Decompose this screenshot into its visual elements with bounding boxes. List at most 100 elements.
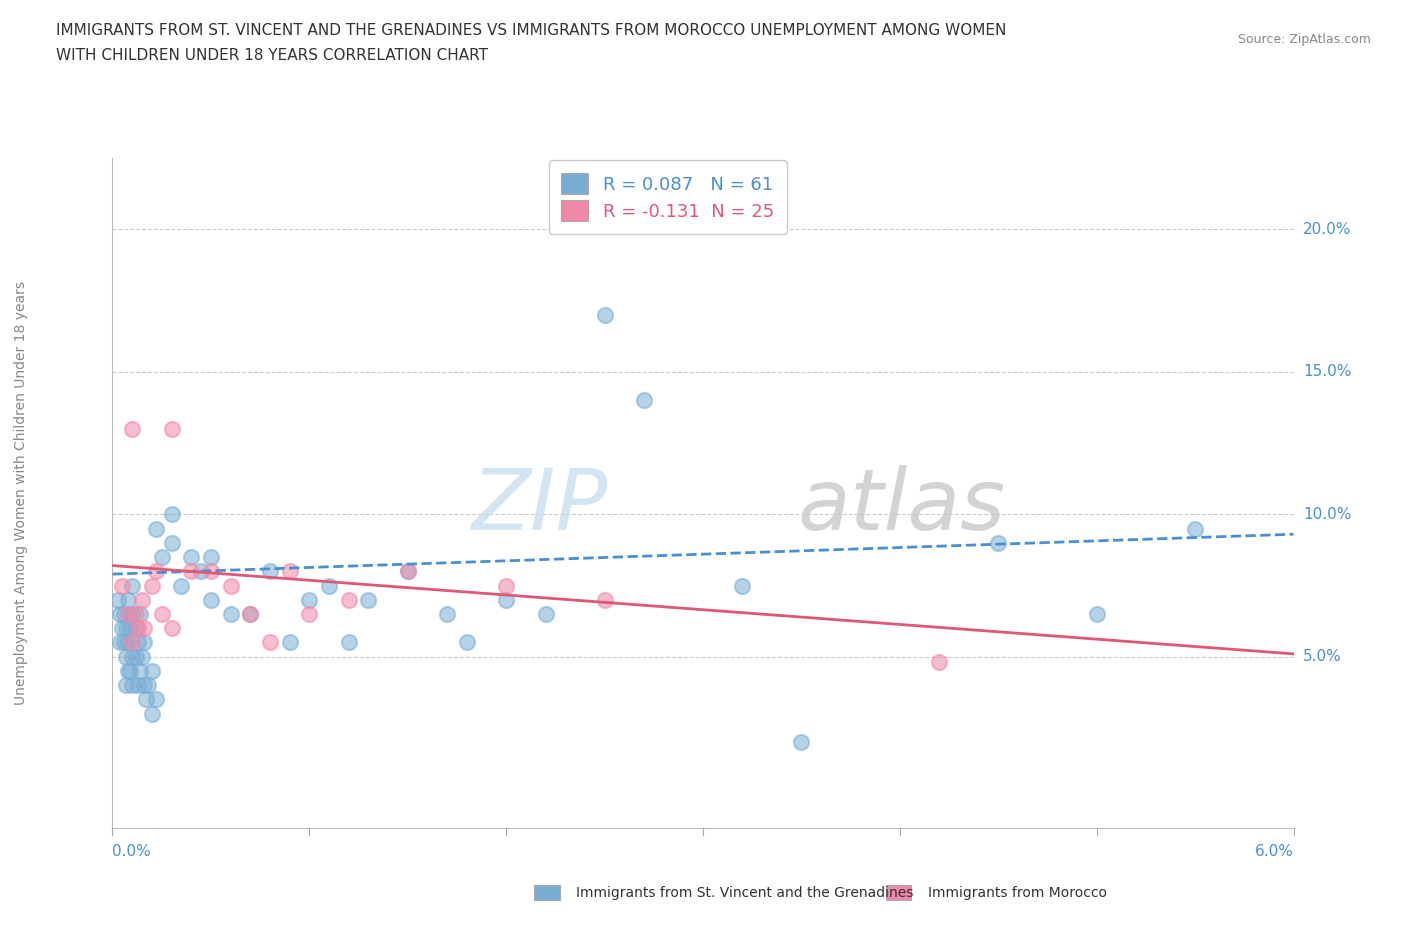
- Point: [145, 692, 167, 707]
- Point: [534, 606, 557, 621]
- Point: [117, 592, 139, 607]
- Point: [120, 621, 142, 636]
- Point: [259, 635, 281, 650]
- Point: [131, 592, 153, 607]
- Point: [298, 592, 321, 607]
- Point: [115, 649, 138, 664]
- Text: 20.0%: 20.0%: [1303, 222, 1351, 237]
- Point: [127, 635, 149, 650]
- Point: [111, 578, 134, 593]
- Point: [145, 564, 167, 578]
- Point: [160, 536, 183, 551]
- Point: [135, 692, 157, 707]
- Point: [219, 578, 242, 593]
- Point: [337, 635, 360, 650]
- Point: [121, 421, 143, 436]
- Text: Unemployment Among Women with Children Under 18 years: Unemployment Among Women with Children U…: [14, 281, 28, 705]
- Point: [180, 550, 202, 565]
- Point: [111, 621, 134, 636]
- Point: [593, 592, 616, 607]
- Legend: R = 0.087   N = 61, R = -0.131  N = 25: R = 0.087 N = 61, R = -0.131 N = 25: [548, 161, 786, 233]
- Text: 5.0%: 5.0%: [1303, 649, 1343, 664]
- Point: [150, 550, 173, 565]
- Point: [180, 564, 202, 578]
- Text: Immigrants from St. Vincent and the Grenadines: Immigrants from St. Vincent and the Gren…: [576, 885, 914, 900]
- Point: [298, 606, 321, 621]
- Point: [110, 606, 132, 621]
- Point: [150, 606, 173, 621]
- Point: [495, 578, 517, 593]
- Point: [593, 308, 616, 323]
- Text: 6.0%: 6.0%: [1254, 844, 1294, 859]
- Point: [132, 635, 155, 650]
- Point: [928, 655, 950, 670]
- Text: atlas: atlas: [797, 465, 1005, 548]
- Point: [121, 635, 143, 650]
- Point: [1184, 521, 1206, 536]
- Text: ZIP: ZIP: [472, 465, 609, 548]
- Text: IMMIGRANTS FROM ST. VINCENT AND THE GRENADINES VS IMMIGRANTS FROM MOROCCO UNEMPL: IMMIGRANTS FROM ST. VINCENT AND THE GREN…: [56, 23, 1007, 38]
- Text: 15.0%: 15.0%: [1303, 365, 1351, 379]
- Point: [160, 421, 183, 436]
- Point: [129, 663, 152, 678]
- Point: [115, 678, 138, 693]
- Point: [436, 606, 458, 621]
- Point: [117, 663, 139, 678]
- Point: [112, 635, 135, 650]
- FancyBboxPatch shape: [534, 885, 560, 900]
- Point: [127, 678, 149, 693]
- Point: [239, 606, 262, 621]
- Point: [141, 706, 163, 721]
- Point: [160, 621, 183, 636]
- Point: [456, 635, 478, 650]
- Point: [115, 621, 138, 636]
- Point: [145, 521, 167, 536]
- Point: [731, 578, 754, 593]
- Point: [121, 606, 143, 621]
- Point: [141, 663, 163, 678]
- Point: [259, 564, 281, 578]
- Text: WITH CHILDREN UNDER 18 YEARS CORRELATION CHART: WITH CHILDREN UNDER 18 YEARS CORRELATION…: [56, 48, 488, 63]
- Point: [170, 578, 193, 593]
- Point: [633, 392, 655, 407]
- Point: [1085, 606, 1108, 621]
- Point: [110, 635, 132, 650]
- Point: [318, 578, 340, 593]
- Point: [125, 649, 148, 664]
- Point: [121, 649, 143, 664]
- Point: [200, 564, 222, 578]
- Point: [120, 663, 142, 678]
- Point: [131, 649, 153, 664]
- Point: [239, 606, 262, 621]
- Point: [132, 678, 155, 693]
- Point: [396, 564, 419, 578]
- Point: [125, 606, 148, 621]
- Point: [136, 678, 159, 693]
- Point: [495, 592, 517, 607]
- Point: [190, 564, 212, 578]
- Point: [337, 592, 360, 607]
- Point: [132, 621, 155, 636]
- Point: [112, 606, 135, 621]
- Point: [357, 592, 380, 607]
- Point: [219, 606, 242, 621]
- Point: [987, 536, 1010, 551]
- Point: [200, 550, 222, 565]
- Point: [160, 507, 183, 522]
- Point: [117, 635, 139, 650]
- Point: [790, 735, 813, 750]
- Point: [125, 621, 148, 636]
- Point: [129, 606, 152, 621]
- Point: [127, 621, 149, 636]
- Point: [141, 578, 163, 593]
- Point: [121, 678, 143, 693]
- Text: 10.0%: 10.0%: [1303, 507, 1351, 522]
- Point: [200, 592, 222, 607]
- Point: [121, 578, 143, 593]
- Point: [117, 606, 139, 621]
- Point: [396, 564, 419, 578]
- Text: 0.0%: 0.0%: [112, 844, 152, 859]
- Point: [107, 592, 129, 607]
- Point: [278, 635, 301, 650]
- Point: [278, 564, 301, 578]
